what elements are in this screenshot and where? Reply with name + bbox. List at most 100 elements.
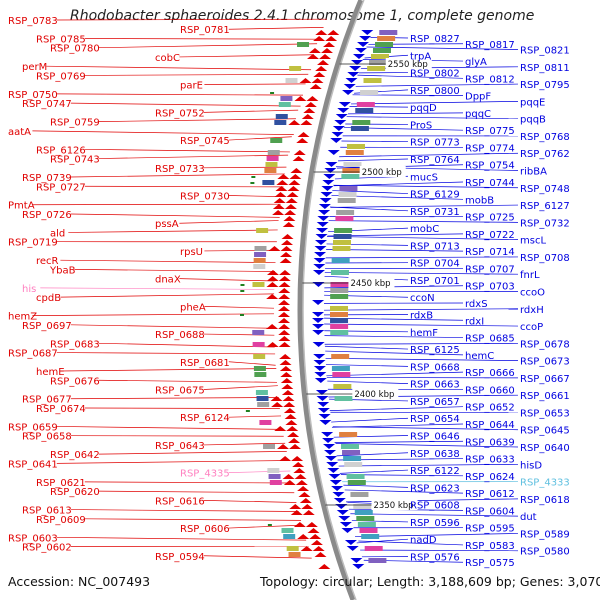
- gene-label[interactable]: RSP_0726: [22, 210, 72, 221]
- gene-label[interactable]: hemZ: [8, 312, 37, 323]
- gene-label[interactable]: RSP_0646: [410, 432, 460, 443]
- gene-label[interactable]: RSP_0719: [8, 238, 58, 249]
- gene-label[interactable]: pssA: [155, 219, 179, 230]
- gene-label[interactable]: RSP_0660: [465, 385, 515, 396]
- gene-label[interactable]: RSP_0589: [520, 529, 570, 540]
- gene-label[interactable]: RSP_0780: [50, 44, 100, 55]
- gene-label[interactable]: ProS: [410, 120, 432, 131]
- gene-label[interactable]: RSP_4335: [180, 469, 230, 480]
- gene-label[interactable]: RSP_0688: [155, 330, 205, 341]
- gene-label[interactable]: RSP_6122: [410, 466, 460, 477]
- gene-label[interactable]: trpA: [410, 51, 431, 62]
- gene-label[interactable]: RSP_0663: [410, 380, 460, 391]
- gene-label[interactable]: hemE: [36, 367, 65, 378]
- gene-label[interactable]: DppF: [465, 92, 491, 103]
- gene-label[interactable]: RSP_0602: [22, 543, 72, 554]
- gene-label[interactable]: hemF: [410, 328, 438, 339]
- gene-label[interactable]: RSP_0623: [410, 483, 460, 494]
- gene-label[interactable]: RSP_6127: [520, 201, 570, 212]
- gene-label[interactable]: mucS: [410, 172, 438, 183]
- gene-label[interactable]: RSP_0773: [410, 138, 460, 149]
- gene-label[interactable]: RSP_0609: [36, 515, 86, 526]
- gene-label[interactable]: fnrL: [520, 270, 540, 281]
- gene-label[interactable]: RSP_0727: [36, 182, 86, 193]
- gene-label[interactable]: RSP_0677: [22, 395, 72, 406]
- gene-label[interactable]: RSP_0722: [465, 230, 515, 241]
- gene-label[interactable]: RSP_0603: [8, 533, 58, 544]
- gene-label[interactable]: RSP_0639: [465, 437, 515, 448]
- gene-label[interactable]: RSP_0575: [465, 558, 515, 569]
- gene-label[interactable]: ribBA: [520, 167, 547, 178]
- gene-label[interactable]: RSP_0624: [465, 472, 515, 483]
- gene-label[interactable]: RSP_0661: [520, 391, 570, 402]
- gene-label[interactable]: RSP_0580: [520, 547, 570, 558]
- gene-label[interactable]: ccoP: [520, 322, 543, 333]
- gene-label[interactable]: RSP_0764: [410, 155, 460, 166]
- gene-label[interactable]: RSP_0673: [520, 357, 570, 368]
- gene-label[interactable]: RSP_0657: [410, 397, 460, 408]
- gene-label[interactable]: RSP_0594: [155, 552, 205, 563]
- gene-label[interactable]: RSP_0620: [50, 487, 100, 498]
- gene-label[interactable]: RSP_0769: [36, 71, 86, 82]
- gene-label[interactable]: nadD: [410, 535, 437, 546]
- gene-label[interactable]: RSP_6124: [180, 413, 230, 424]
- gene-label[interactable]: RSP_4333: [520, 478, 570, 489]
- gene-label[interactable]: RSP_0674: [36, 404, 86, 415]
- gene-label[interactable]: mscL: [520, 236, 546, 247]
- gene-label[interactable]: RSP_0827: [410, 34, 460, 45]
- gene-label[interactable]: RSP_0733: [155, 164, 205, 175]
- gene-label[interactable]: rdxB: [410, 311, 433, 322]
- gene-label[interactable]: RSP_0633: [465, 455, 515, 466]
- gene-label[interactable]: RSP_0604: [465, 506, 515, 517]
- gene-label[interactable]: rdxS: [465, 299, 488, 310]
- gene-label[interactable]: RSP_0703: [465, 282, 515, 293]
- gene-label[interactable]: RSP_0821: [520, 46, 570, 57]
- gene-label[interactable]: RSP_0606: [180, 524, 230, 535]
- gene-label[interactable]: RSP_0640: [520, 443, 570, 454]
- gene-label[interactable]: RSP_0775: [465, 126, 515, 137]
- gene-label[interactable]: RSP_0713: [410, 241, 460, 252]
- gene-label[interactable]: cpdB: [36, 293, 61, 304]
- gene-label[interactable]: RSP_0800: [410, 86, 460, 97]
- gene-label[interactable]: RSP_0683: [50, 339, 100, 350]
- gene-label[interactable]: RSP_0645: [520, 426, 570, 437]
- gene-label[interactable]: recR: [36, 256, 59, 267]
- gene-label[interactable]: RSP_0681: [180, 358, 230, 369]
- gene-label[interactable]: pqqC: [465, 109, 491, 120]
- gene-label[interactable]: RSP_0697: [22, 321, 72, 332]
- gene-label[interactable]: RSP_0685: [465, 334, 515, 345]
- gene-label[interactable]: rpsU: [180, 247, 203, 258]
- gene-label[interactable]: RSP_0812: [465, 74, 515, 85]
- gene-label[interactable]: RSP_0774: [465, 143, 515, 154]
- gene-label[interactable]: YbaB: [49, 265, 76, 276]
- gene-label[interactable]: RSP_0659: [8, 422, 58, 433]
- gene-label[interactable]: RSP_0783: [8, 16, 58, 27]
- gene-label[interactable]: RSP_0795: [520, 80, 570, 91]
- gene-label[interactable]: RSP_0618: [520, 495, 570, 506]
- gene-label[interactable]: RSP_0781: [180, 25, 230, 36]
- gene-label[interactable]: pqqB: [520, 115, 546, 126]
- gene-label[interactable]: RSP_0653: [520, 408, 570, 419]
- gene-label[interactable]: RSP_0739: [22, 173, 72, 184]
- gene-label[interactable]: RSP_0643: [155, 441, 205, 452]
- gene-label[interactable]: RSP_0754: [465, 161, 515, 172]
- gene-label[interactable]: RSP_0642: [50, 450, 100, 461]
- gene-label[interactable]: RSP_0762: [520, 149, 570, 160]
- gene-label[interactable]: RSP_0750: [8, 90, 58, 101]
- gene-label[interactable]: RSP_0802: [410, 69, 460, 80]
- gene-label[interactable]: RSP_0759: [50, 118, 100, 129]
- gene-label[interactable]: RSP_0785: [36, 34, 86, 45]
- gene-label[interactable]: mobB: [465, 195, 494, 206]
- gene-label[interactable]: RSP_0676: [50, 376, 100, 387]
- gene-label[interactable]: RSP_0652: [465, 403, 515, 414]
- gene-label[interactable]: RSP_0678: [520, 339, 570, 350]
- gene-label[interactable]: RSP_6126: [36, 145, 86, 156]
- gene-label[interactable]: RSP_0621: [36, 478, 86, 489]
- gene-label[interactable]: RSP_0596: [410, 518, 460, 529]
- gene-label[interactable]: RSP_0667: [520, 374, 570, 385]
- gene-label[interactable]: hemC: [465, 351, 494, 362]
- gene-label[interactable]: RSP_0745: [180, 136, 230, 147]
- gene-label[interactable]: RSP_0583: [465, 541, 515, 552]
- gene-label[interactable]: dnaX: [155, 275, 181, 286]
- gene-label[interactable]: perM: [22, 62, 47, 73]
